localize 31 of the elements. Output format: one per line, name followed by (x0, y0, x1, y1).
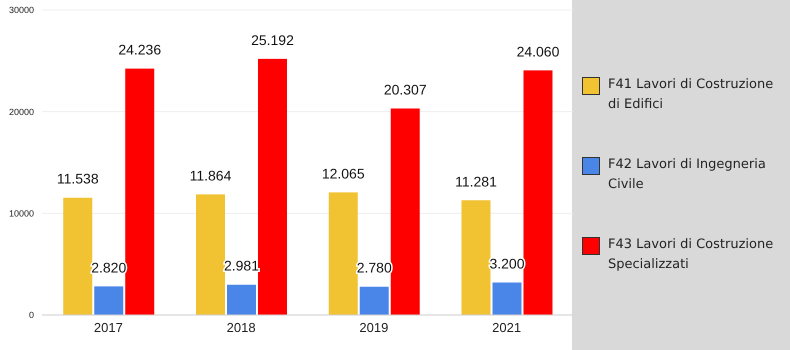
data-label: 11.538 (56, 170, 99, 187)
bar (461, 200, 490, 315)
bar (94, 286, 124, 315)
legend-label: F41 Lavori di Costruzione di Edifici (608, 76, 774, 114)
y-tick-label: 0 (28, 310, 34, 320)
data-label: 20.307 (384, 82, 427, 98)
bar (258, 58, 287, 315)
x-tick-label: 2018 (226, 320, 256, 336)
data-label: 24.236 (118, 42, 162, 58)
bar (523, 70, 552, 315)
x-tick-label: 2019 (359, 320, 388, 336)
data-label: 11.864 (190, 167, 232, 184)
data-label: 25.192 (251, 32, 294, 48)
data-label: 12.065 (322, 165, 365, 182)
data-label: 11.281 (455, 173, 498, 190)
bar (226, 284, 256, 315)
x-tick-label: 2021 (492, 320, 522, 336)
x-tick-label: 2017 (94, 320, 123, 336)
bar (125, 68, 154, 315)
y-tick-label: 20000 (8, 106, 34, 117)
bar (196, 194, 225, 315)
data-label: 24.060 (516, 43, 560, 60)
legend-label: F43 Lavori di Costruzione Specializzati (608, 236, 774, 274)
bar (63, 198, 92, 315)
bar (328, 192, 358, 315)
bar (390, 108, 420, 315)
legend-label: F42 Lavori di Ingegneria Civile (608, 156, 767, 194)
y-tick-label: 10000 (8, 208, 34, 219)
bar (360, 286, 389, 315)
y-tick-label: 30000 (8, 5, 34, 16)
bar (492, 282, 522, 315)
